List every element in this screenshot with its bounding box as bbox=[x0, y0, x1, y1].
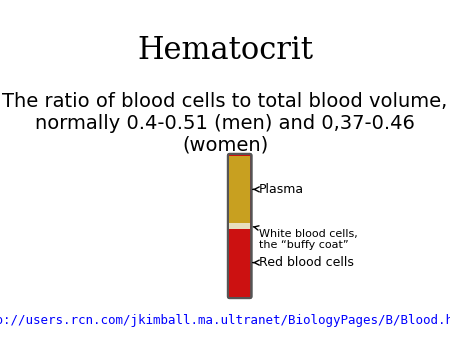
Text: White blood cells,
the “buffy coat”: White blood cells, the “buffy coat” bbox=[253, 226, 357, 250]
Text: Hematocrit: Hematocrit bbox=[137, 35, 313, 66]
Bar bbox=[230, 223, 250, 229]
Text: The ratio of blood cells to total blood volume,
normally 0.4-0.51 (men) and 0,37: The ratio of blood cells to total blood … bbox=[2, 92, 448, 155]
Text: http://users.rcn.com/jkimball.ma.ultranet/BiologyPages/B/Blood.html: http://users.rcn.com/jkimball.ma.ultrane… bbox=[0, 314, 450, 327]
Text: Plasma: Plasma bbox=[253, 183, 304, 196]
Text: Red blood cells: Red blood cells bbox=[253, 256, 354, 269]
Bar bbox=[230, 155, 250, 223]
FancyBboxPatch shape bbox=[228, 154, 252, 298]
